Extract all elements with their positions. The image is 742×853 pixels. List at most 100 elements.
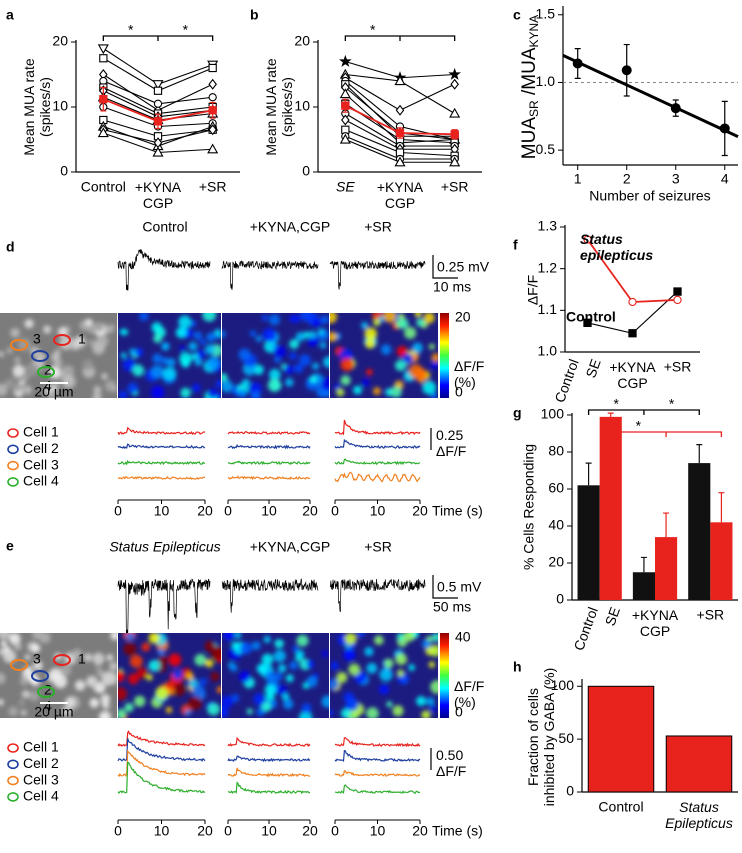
image-tile (0, 633, 117, 718)
cell-blob (89, 698, 100, 708)
x-tick-label: +KYNA CGP (135, 179, 182, 211)
calcium-trace (334, 438, 421, 450)
cell-number: 1 (78, 331, 86, 347)
cell-blob (9, 633, 21, 645)
cell-number: 1 (78, 651, 86, 667)
calcium-trace (334, 419, 421, 436)
cell-blob (178, 315, 192, 329)
cell-blob (24, 653, 31, 661)
cell-blob (306, 676, 318, 688)
cell-blob (0, 383, 8, 397)
cell-blob (380, 344, 392, 355)
calcium-trace (334, 749, 421, 763)
cell-blob (253, 364, 264, 375)
cell-blob (127, 382, 139, 394)
cell-blob (292, 645, 299, 653)
cell-blob (234, 633, 242, 639)
time-label: Time (s) (432, 503, 483, 519)
y-tick-label: 20 (294, 33, 310, 49)
calcium-trace (227, 736, 311, 748)
cell-blob (256, 663, 267, 674)
cell-blob (61, 706, 72, 717)
time-tick-label: 10 (370, 823, 386, 839)
cell-blob (285, 378, 294, 387)
cell-blob (188, 696, 202, 711)
cell-blob (289, 314, 297, 323)
condition-title: +SR (364, 539, 392, 555)
y-axis-label: % Cells Responding (521, 444, 537, 570)
calcium-trace (117, 426, 206, 436)
cell-blob (39, 633, 51, 644)
cell-blob (379, 668, 393, 682)
cell-blob (155, 686, 169, 700)
marker (208, 78, 217, 90)
y-tick-label: 20 (548, 554, 564, 570)
cell-blob (152, 353, 163, 364)
time-tick-label: 10 (154, 823, 170, 839)
significance-star: * (614, 396, 620, 412)
marker (394, 156, 406, 167)
marker (395, 128, 405, 138)
x-tick-label: Control (570, 605, 600, 653)
y-tick-label: 1.1 (538, 301, 558, 317)
tile-cells (330, 633, 438, 718)
cell-blob (110, 633, 117, 641)
cell-blob (250, 390, 261, 398)
cell-blob (20, 709, 28, 716)
panel-label: h (513, 659, 522, 675)
marker (153, 132, 163, 141)
x-tick-label: +SR (697, 607, 725, 623)
marker (673, 287, 682, 296)
marker (341, 125, 350, 134)
cell-blob (72, 648, 82, 658)
cell-outline (37, 366, 55, 378)
cell-blob (246, 708, 253, 715)
cell-blob (238, 348, 251, 361)
y-axis-label: ΔF/F (525, 275, 541, 305)
error-bar (663, 512, 670, 538)
ephys-trace (117, 578, 211, 642)
cell-blob (340, 375, 351, 386)
cell-blob (123, 642, 137, 656)
marker (208, 63, 217, 73)
y-tick-label: 0 (556, 591, 564, 607)
time-tick-label: 20 (412, 823, 428, 839)
x-tick-label: +SR (441, 179, 469, 195)
cell-blob (96, 669, 105, 677)
legend-marker (7, 477, 19, 487)
cell-blob (431, 633, 438, 642)
time-tick-label: 0 (224, 823, 232, 839)
cell-blob (261, 314, 269, 322)
cell-blob (276, 684, 288, 696)
condition-title: +KYNA,CGP (250, 219, 331, 235)
cell-blob (32, 660, 43, 671)
cell-blob (317, 328, 325, 336)
legend-label: Cell 4 (23, 788, 59, 804)
bar (655, 537, 678, 600)
cell-blob (421, 710, 431, 718)
y-tick-label: 1.2 (538, 259, 558, 275)
cell-blob (261, 653, 274, 666)
cell-blob (343, 648, 356, 662)
cell-blob (150, 365, 165, 379)
cell-blob (277, 664, 287, 673)
y-tick-label: 0 (566, 783, 574, 799)
cell-blob (364, 327, 377, 341)
x-tick-label: 1 (574, 171, 582, 187)
cell-blob (118, 670, 125, 683)
cell-number: 4 (44, 698, 52, 714)
cell-blob (93, 341, 106, 353)
cell-blob (124, 702, 134, 713)
cell-blob (395, 319, 404, 329)
cell-blob (148, 659, 161, 672)
cell-blob (0, 640, 7, 647)
cell-blob (12, 364, 25, 377)
cell-blob (263, 635, 271, 644)
cell-blob (21, 690, 30, 699)
calcium-trace (117, 749, 206, 778)
marker (583, 235, 592, 244)
cell-blob (238, 670, 251, 683)
cell-blob (396, 669, 405, 677)
cell-blob (340, 357, 354, 372)
cell-blob (429, 644, 438, 657)
